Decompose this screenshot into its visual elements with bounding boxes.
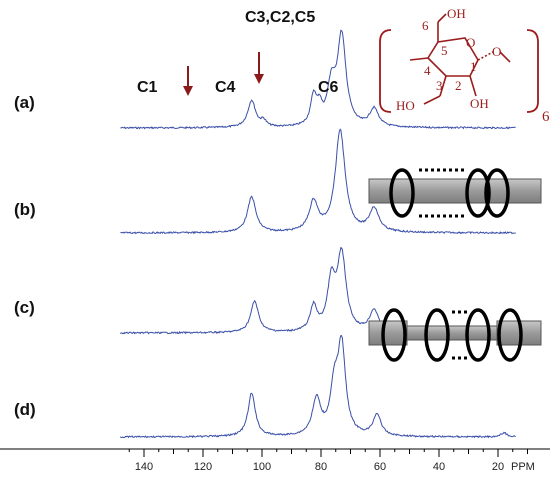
atom-ring-o: O	[466, 35, 475, 50]
spectrum-label-a: (a)	[14, 93, 35, 112]
x-tick-label-20: 20	[492, 461, 504, 473]
x-tick-label-140: 140	[135, 461, 153, 473]
peak-label-c6: C6	[318, 79, 339, 96]
atom-6: 6	[422, 18, 429, 33]
schematic-c	[368, 308, 542, 362]
x-axis-unit: PPM	[511, 461, 535, 473]
arrow-marker-1	[183, 66, 193, 96]
arrow-marker-2	[254, 52, 264, 84]
repeat-subscript: 6	[542, 109, 550, 125]
x-tick-label-120: 120	[194, 461, 212, 473]
spectra-traces	[119, 29, 516, 439]
x-tick-label-60: 60	[374, 461, 386, 473]
x-axis: 140 120 100 80 60 40 20	[0, 448, 550, 473]
spectrum-label-c: (c)	[14, 298, 35, 317]
spectrum-trace-b	[120, 128, 516, 235]
atom-1: 1	[470, 59, 477, 74]
atom-5: 5	[441, 43, 448, 58]
atom-3: 3	[436, 78, 443, 93]
cyclodextrin-structure: OH 6 5 4 3 2 1 O O HO OH 6	[379, 6, 550, 125]
peak-label-c4: C4	[215, 79, 236, 96]
spectrum-trace-c	[120, 246, 516, 335]
x-tick-label-80: 80	[315, 461, 327, 473]
atom-4: 4	[424, 63, 431, 78]
x-tick-label-40: 40	[433, 461, 445, 473]
x-tick-label-100: 100	[253, 461, 271, 473]
atom-2: 2	[455, 78, 462, 93]
atom-ho: HO	[396, 98, 415, 113]
spectrum-trace-d	[119, 335, 516, 439]
spectrum-label-b: (b)	[14, 200, 36, 219]
spectrum-trace-a	[120, 29, 516, 130]
atom-oh-top: OH	[447, 6, 466, 21]
atom-glyco-o: O	[492, 44, 501, 59]
peak-label-c3c2c5: C3,C2,C5	[245, 9, 315, 26]
atom-oh-bottom: OH	[470, 96, 489, 111]
peak-label-c1: C1	[137, 79, 158, 96]
spectrum-label-d: (d)	[14, 400, 36, 419]
schematic-b	[368, 168, 542, 218]
